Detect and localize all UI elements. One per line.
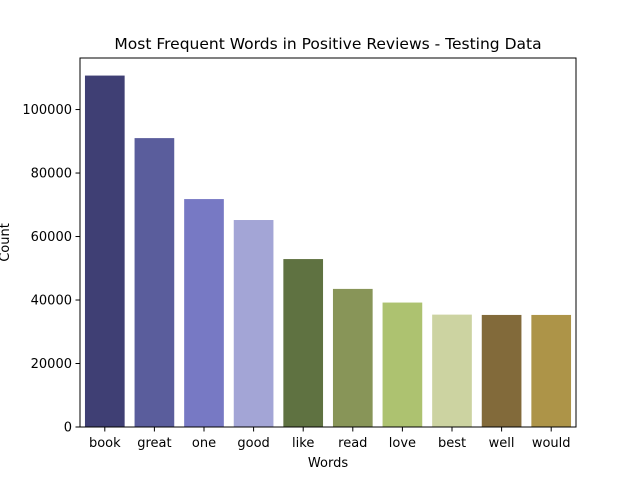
- x-axis-label: Words: [308, 456, 348, 471]
- x-tick-label: good: [237, 436, 269, 451]
- bar-like: [283, 259, 324, 427]
- x-tick-label: book: [89, 436, 121, 451]
- bar-read: [332, 288, 373, 427]
- x-tick-label: great: [137, 436, 171, 451]
- x-tick-label: love: [389, 436, 416, 451]
- y-tick-label: 100000: [22, 103, 72, 118]
- x-tick-label: well: [489, 436, 515, 451]
- chart-title: Most Frequent Words in Positive Reviews …: [114, 35, 541, 53]
- x-tick-label: one: [192, 436, 216, 451]
- y-tick-label: 80000: [31, 167, 72, 182]
- x-axis-ticks: book great one good like read love best well woul…: [89, 427, 571, 451]
- x-tick-label: best: [438, 436, 466, 451]
- bars-group: [84, 75, 572, 428]
- bar-best: [432, 314, 472, 427]
- y-axis-label: Count: [0, 223, 13, 262]
- bar-one: [184, 199, 224, 427]
- bar-would: [531, 314, 572, 427]
- y-tick-label: 20000: [31, 357, 72, 372]
- y-tick-label: 0: [64, 421, 72, 436]
- x-tick-label: would: [532, 436, 571, 451]
- bar-book: [84, 75, 125, 428]
- bar-great: [134, 138, 175, 427]
- y-axis-ticks: 0 20000 40000 60000 80000 100000: [22, 103, 80, 436]
- y-tick-label: 40000: [31, 294, 72, 309]
- x-tick-label: like: [292, 436, 314, 451]
- plot-area-frame: [79, 57, 577, 428]
- y-tick-label: 60000: [31, 230, 72, 245]
- bar-love: [382, 302, 423, 427]
- bar-good: [233, 220, 274, 427]
- x-tick-label: read: [338, 436, 367, 451]
- bar-well: [481, 314, 522, 427]
